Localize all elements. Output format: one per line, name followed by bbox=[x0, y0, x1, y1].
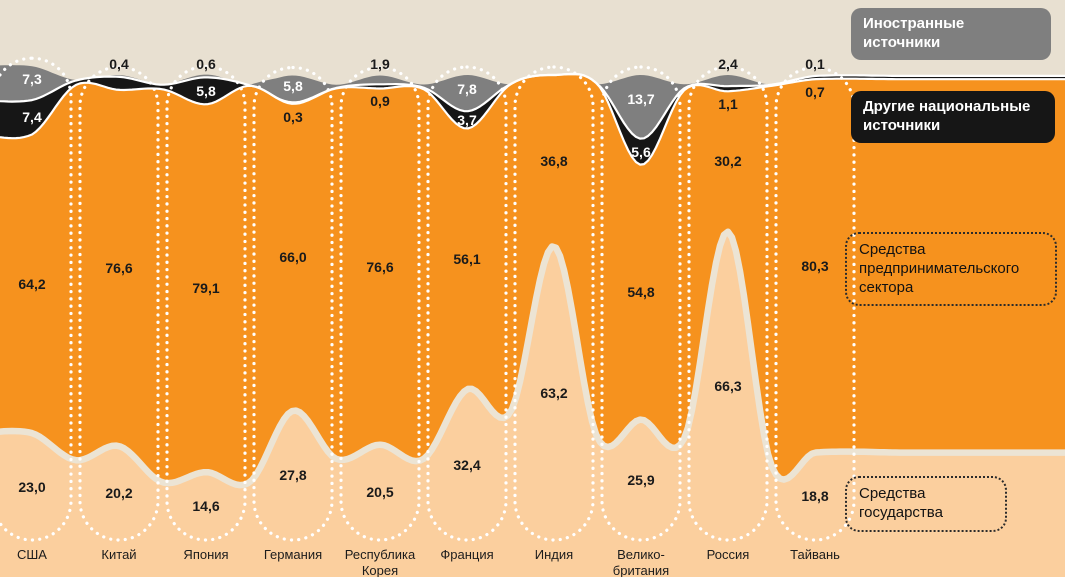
band-other-national bbox=[0, 74, 1065, 165]
country-column-outline bbox=[78, 65, 160, 542]
boundary-other-line bbox=[0, 72, 1065, 140]
country-column-outline bbox=[426, 65, 508, 542]
band-government bbox=[0, 231, 1065, 577]
country-column-outline bbox=[600, 65, 682, 542]
legend-business: Средства предпринимательского сектора bbox=[845, 232, 1057, 307]
boundary-government-line bbox=[0, 228, 1065, 489]
country-column-outline bbox=[252, 65, 334, 542]
legend-other-national: Другие национальные источники bbox=[851, 91, 1055, 143]
band-foreign bbox=[0, 65, 1065, 139]
country-column-outline bbox=[774, 65, 856, 542]
country-column-outline bbox=[165, 64, 247, 542]
country-column-outline bbox=[0, 56, 73, 542]
legend-foreign: Иностранные источники bbox=[851, 8, 1051, 60]
country-column-outline bbox=[687, 65, 769, 542]
country-column-outline bbox=[339, 65, 421, 542]
legend-government: Средства государства bbox=[845, 476, 1007, 532]
country-column-outline bbox=[513, 65, 595, 542]
band-business bbox=[0, 74, 1065, 486]
